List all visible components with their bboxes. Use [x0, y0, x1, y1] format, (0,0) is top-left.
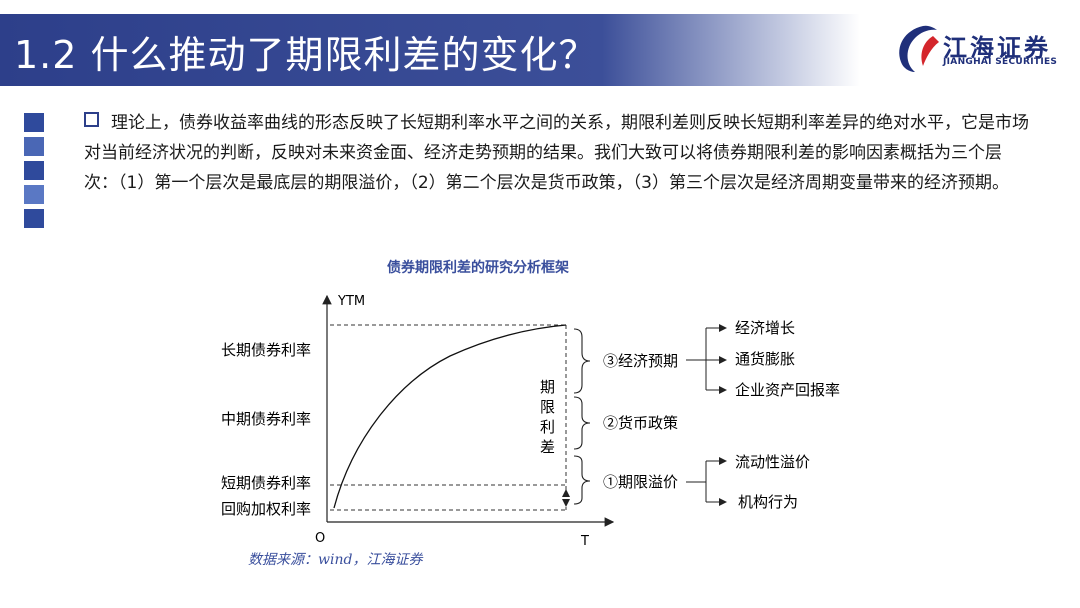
- econ-item: 通货膨胀: [735, 350, 795, 368]
- brace-policy: [573, 396, 591, 450]
- premium-item: 机构行为: [738, 493, 798, 511]
- deco-square: [24, 161, 44, 180]
- logo-text-cn: 江海证券: [943, 34, 1051, 62]
- deco-square: [24, 113, 44, 132]
- short-rate-label: 短期债券利率: [221, 474, 311, 492]
- spread-label-char: 限: [540, 398, 555, 416]
- deco-square: [24, 185, 44, 204]
- company-logo: 江海证券 JIANGHAI SECURITIES: [893, 24, 1063, 76]
- deco-square: [24, 209, 44, 228]
- premium-item: 流动性溢价: [735, 453, 810, 471]
- y-axis-label: YTM: [337, 294, 365, 309]
- bullet-square-icon: [84, 112, 99, 127]
- slide-title: 1.2 什么推动了期限利差的变化？: [14, 33, 598, 77]
- intro-text: 理论上，债券收益率曲线的形态反映了长短期利率水平之间的关系，期限利差则反映长短期…: [84, 113, 1029, 193]
- brace-econ: [573, 328, 591, 394]
- factor-econ-label: ③经济预期: [603, 352, 678, 370]
- x-axis-label: T: [580, 534, 589, 549]
- source-note: 数据来源：wind，江海证券: [248, 552, 423, 568]
- spread-label-char: 利: [540, 418, 555, 436]
- intro-paragraph: 理论上，债券收益率曲线的形态反映了长短期利率水平之间的关系，期限利差则反映长短期…: [84, 108, 1029, 198]
- logo-mark-icon: [899, 25, 939, 73]
- deco-square: [24, 137, 44, 156]
- origin-label: O: [315, 531, 325, 546]
- figure-title: 债券期限利差的研究分析框架: [387, 260, 569, 276]
- econ-item: 经济增长: [735, 319, 795, 337]
- spread-label-char: 差: [540, 438, 555, 456]
- logo-text-en: JIANGHAI SECURITIES: [943, 57, 1058, 67]
- factor-policy-label: ②货币政策: [603, 414, 678, 432]
- econ-item: 企业资产回报率: [735, 381, 840, 399]
- long-rate-label: 长期债券利率: [221, 341, 311, 359]
- spread-label-char: 期: [540, 378, 555, 396]
- mid-rate-label: 中期债券利率: [221, 410, 311, 428]
- repo-rate-label: 回购加权利率: [221, 500, 311, 518]
- title-bar: 1.2 什么推动了期限利差的变化？: [0, 14, 860, 86]
- factor-premium-label: ①期限溢价: [603, 473, 678, 491]
- yield-curve: [333, 324, 567, 509]
- brace-premium: [573, 455, 591, 505]
